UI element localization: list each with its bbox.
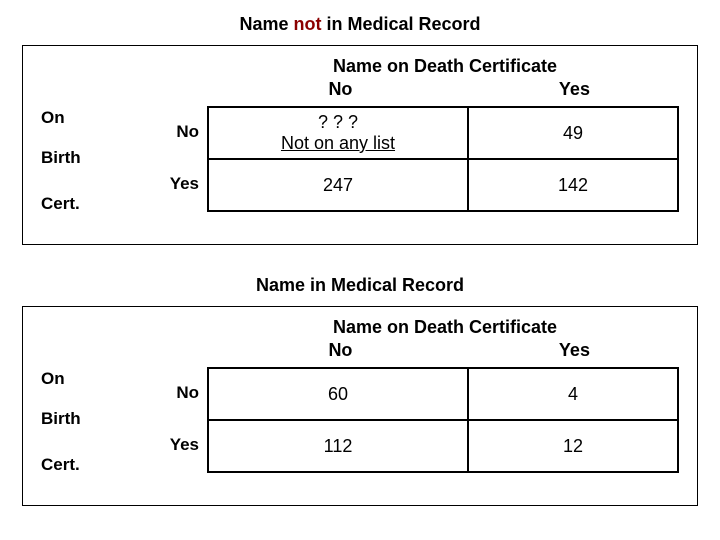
col-subheader-2: No Yes: [211, 340, 679, 361]
title1-not: not: [294, 14, 322, 34]
col-sub-no-2: No: [211, 340, 470, 361]
body-row-1: On Birth Cert. No Yes ? ? ? Not on any l…: [41, 106, 679, 212]
col-subheader-1: No Yes: [211, 79, 679, 100]
col-header-1: Name on Death Certificate: [211, 56, 679, 77]
panel-1: Name on Death Certificate No Yes On Birt…: [22, 45, 698, 245]
t1-r1c2: 49: [468, 107, 678, 159]
t1-r2c2: 142: [468, 159, 678, 211]
stub-birth-1: Birth: [41, 148, 81, 168]
stub-on-2: On: [41, 369, 65, 389]
row-label-no-1: No: [148, 106, 207, 158]
body-row-2: On Birth Cert. No Yes 60 4 112 12: [41, 367, 679, 473]
title1-post: in Medical Record: [321, 14, 480, 34]
t2-r2c1: 112: [208, 420, 468, 472]
t2-r1c1: 60: [208, 368, 468, 420]
t1-r2c1: 247: [208, 159, 468, 211]
row-label-no-2: No: [148, 367, 207, 419]
row-labels-2: No Yes: [148, 367, 207, 473]
t1-r1c1-line1: ? ? ?: [281, 112, 395, 133]
stub-birth-2: Birth: [41, 409, 81, 429]
panel-2: Name on Death Certificate No Yes On Birt…: [22, 306, 698, 506]
table-2: 60 4 112 12: [207, 367, 679, 473]
row-label-yes-1: Yes: [148, 158, 207, 210]
t2-r1c2: 4: [468, 368, 678, 420]
row-stub-2: On Birth Cert.: [41, 367, 148, 473]
title1-pre: Name: [239, 14, 293, 34]
col-header-2: Name on Death Certificate: [211, 317, 679, 338]
t2-r2c2: 12: [468, 420, 678, 472]
t1-r1c1: ? ? ? Not on any list: [208, 107, 468, 159]
page: Name not in Medical Record Name on Death…: [0, 0, 720, 506]
stub-cert-1: Cert.: [41, 194, 80, 214]
row-labels-1: No Yes: [148, 106, 207, 212]
col-sub-no-1: No: [211, 79, 470, 100]
stub-on-1: On: [41, 108, 65, 128]
t1-r1c1-line2: Not on any list: [281, 133, 395, 153]
row-label-yes-2: Yes: [148, 419, 207, 471]
stub-cert-2: Cert.: [41, 455, 80, 475]
row-stub-1: On Birth Cert.: [41, 106, 148, 212]
col-sub-yes-1: Yes: [470, 79, 679, 100]
table-1: ? ? ? Not on any list 49 247 142: [207, 106, 679, 212]
title-in-record: Name in Medical Record: [22, 275, 698, 296]
title-not-in-record: Name not in Medical Record: [22, 14, 698, 35]
col-sub-yes-2: Yes: [470, 340, 679, 361]
